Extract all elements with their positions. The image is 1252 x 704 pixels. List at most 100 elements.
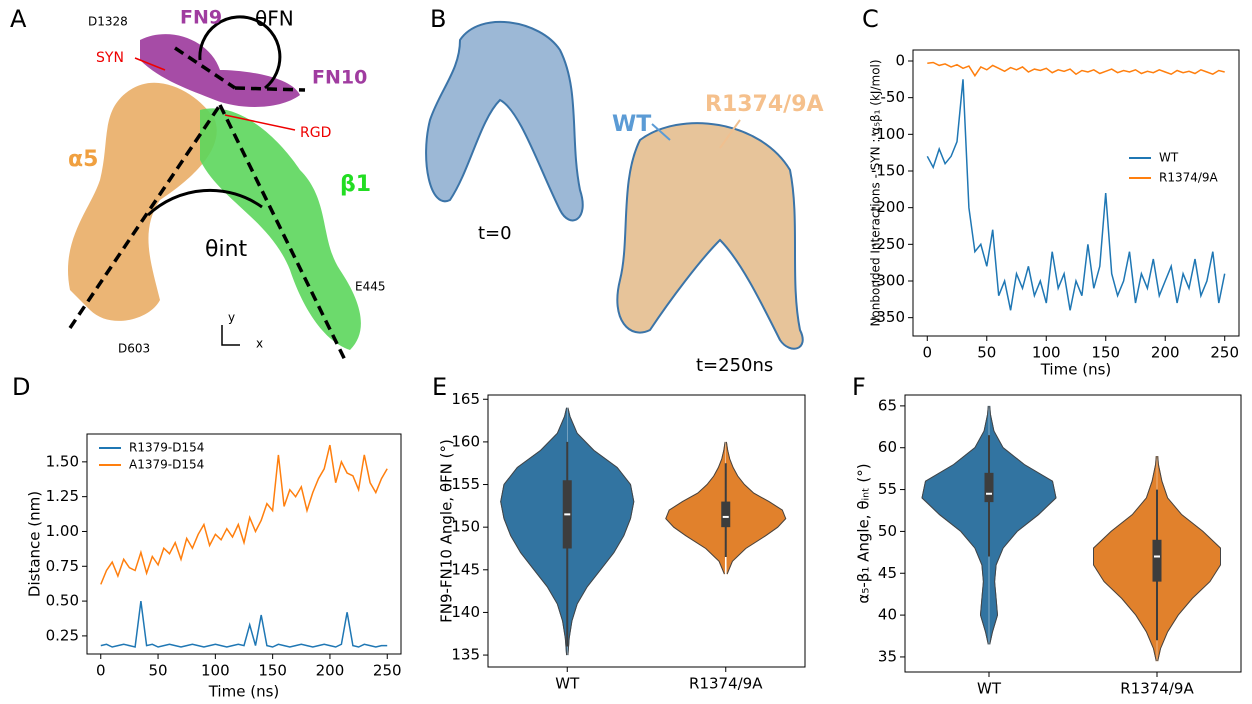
box xyxy=(721,501,731,528)
x-tick-label: 150 xyxy=(258,662,287,680)
residue-label: E445 xyxy=(355,280,386,294)
structure-t0 xyxy=(425,20,584,222)
legend-label: WT xyxy=(1159,151,1179,165)
y-tick-label: -300 xyxy=(871,272,905,290)
y-axis-label: Nonbonded Interactions - SYN : α₅β₁ (kJ/… xyxy=(869,59,883,326)
axis-line xyxy=(174,46,236,90)
residue-label: D1328 xyxy=(88,15,128,29)
x-tick-label: 50 xyxy=(977,344,996,362)
plot-frame xyxy=(904,394,1242,673)
y-tick-label: 0 xyxy=(895,52,905,70)
violin-outline xyxy=(1157,456,1221,662)
plot-frame xyxy=(912,49,1240,337)
panel-letter: F xyxy=(852,373,866,401)
y-tick-label: 135 xyxy=(451,646,480,664)
panel-letter: A xyxy=(10,5,27,33)
violin-outline xyxy=(665,441,726,575)
violin-outline xyxy=(725,441,787,575)
y-tick-label: 0.50 xyxy=(46,592,79,610)
y-tick-label: 155 xyxy=(451,475,480,493)
plot-frame xyxy=(487,394,806,668)
x-axis-label: Time (ns) xyxy=(208,683,280,701)
x-tick-label: R1374/9A xyxy=(1120,680,1194,698)
time-label: t=250ns xyxy=(696,355,773,376)
y-tick-label: 1.25 xyxy=(46,487,79,505)
violin-outline xyxy=(567,407,635,656)
structure-a: A D1328 FN9 SYN θFN FN10 RGD α5 β1 θint … xyxy=(10,5,386,361)
y-tick-label: 140 xyxy=(451,603,480,621)
y-tick-label: 60 xyxy=(878,438,897,456)
x-tick-label: 200 xyxy=(316,662,345,680)
line-series xyxy=(100,444,388,585)
x-tick-label: 50 xyxy=(149,662,168,680)
beta1-ribbon xyxy=(200,108,361,351)
y-tick-label: 50 xyxy=(878,522,897,540)
x-tick-label: 100 xyxy=(1032,344,1061,362)
angle-arc xyxy=(146,188,263,217)
x-tick-label: 100 xyxy=(201,662,230,680)
violin-half xyxy=(725,441,787,575)
angle-label: θint xyxy=(205,237,248,262)
y-tick-label: -350 xyxy=(871,308,905,326)
domain-label: FN9 xyxy=(180,7,222,29)
site-label: SYN xyxy=(96,50,124,66)
structure-b: B WT R1374/9A t=0 t=250ns xyxy=(425,5,824,376)
y-tick-label: -200 xyxy=(871,198,905,216)
violin-outline xyxy=(1093,456,1157,662)
legend-label: WT xyxy=(612,112,651,137)
domain-label: FN10 xyxy=(312,67,367,89)
y-tick-label: 160 xyxy=(451,432,480,450)
y-tick-label: 55 xyxy=(878,480,897,498)
axis-icon-label: y xyxy=(228,311,235,325)
plot-frame xyxy=(86,433,402,655)
pointer xyxy=(224,114,296,131)
structure-t250 xyxy=(616,122,804,350)
y-tick-label: -50 xyxy=(881,88,906,106)
site-label: RGD xyxy=(300,125,331,141)
violin-half xyxy=(567,407,635,656)
domain-label: β1 xyxy=(340,172,371,197)
violin-half xyxy=(500,407,568,656)
violin-outline xyxy=(500,407,568,656)
x-tick-label: 150 xyxy=(1091,344,1120,362)
domain-label: α5 xyxy=(68,147,98,172)
pointer xyxy=(719,119,741,149)
angle-label: θFN xyxy=(255,7,294,31)
residue-label: D603 xyxy=(118,342,150,356)
y-tick-label: 45 xyxy=(878,564,897,582)
x-tick-label: WT xyxy=(555,675,580,693)
violin-half xyxy=(1157,456,1221,662)
x-tick-label: 250 xyxy=(1210,344,1239,362)
box xyxy=(1152,539,1162,582)
x-tick-label: R1374/9A xyxy=(689,675,763,693)
box xyxy=(984,472,994,503)
angle-arc xyxy=(198,15,282,90)
violin-outline xyxy=(989,405,1057,645)
x-axis-label: Time (ns) xyxy=(1040,361,1112,379)
alpha5-ribbon xyxy=(67,82,217,321)
pointer xyxy=(134,57,166,71)
violin-half xyxy=(665,441,726,575)
x-tick-label: WT xyxy=(977,680,1002,698)
panel-letter: B xyxy=(430,5,446,33)
legend-label: R1379-D154 xyxy=(129,441,204,455)
y-tick-label: 0.75 xyxy=(46,557,79,575)
panel-letter: D xyxy=(12,373,30,401)
legend-label: R1374/9A xyxy=(705,92,824,117)
violin-half xyxy=(1093,456,1157,662)
y-tick-label: 35 xyxy=(878,647,897,665)
panel-letter: E xyxy=(432,373,447,401)
axes-icon xyxy=(221,325,240,346)
y-tick-label: 40 xyxy=(878,606,897,624)
axis-line xyxy=(68,104,222,329)
y-tick-label: 65 xyxy=(878,396,897,414)
axis-line xyxy=(234,86,306,92)
y-tick-label: 0.25 xyxy=(46,626,79,644)
y-tick-label: 150 xyxy=(451,518,480,536)
y-axis-label: α₅-β₁ Angle, θᵢₙₜ (°) xyxy=(855,463,873,603)
axis-icon-label: x xyxy=(256,337,263,351)
y-axis-label: FN9-FN10 Angle, θFN (°) xyxy=(438,439,456,623)
x-tick-label: 0 xyxy=(923,344,933,362)
line-series xyxy=(100,601,388,648)
legend-label: R1374/9A xyxy=(1159,171,1219,185)
